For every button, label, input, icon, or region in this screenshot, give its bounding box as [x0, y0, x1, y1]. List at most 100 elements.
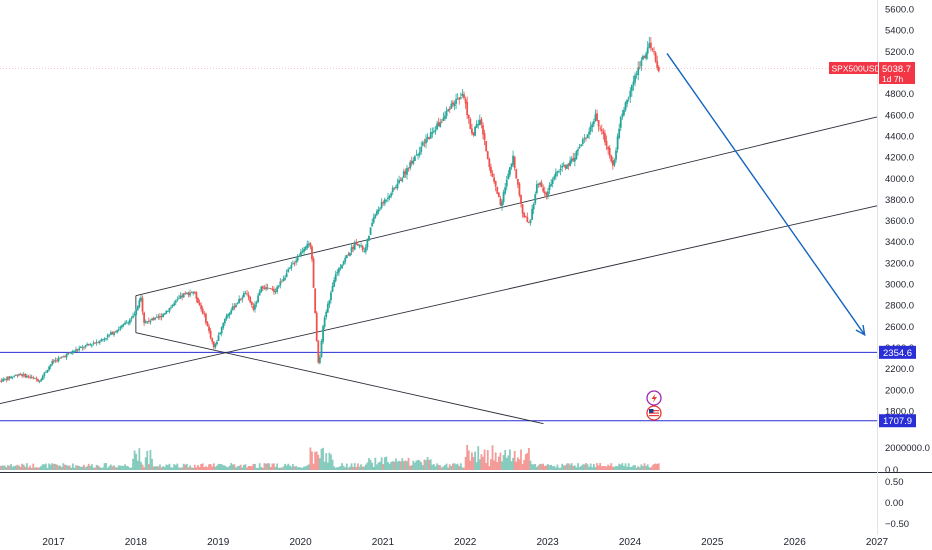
volume-bar — [102, 467, 104, 470]
volume-bar — [406, 461, 408, 470]
volume-bar — [425, 460, 427, 470]
candle-body — [83, 346, 85, 348]
candle-body — [211, 338, 214, 342]
candle-body — [209, 330, 212, 338]
volume-bar — [585, 463, 587, 470]
volume-bar — [38, 467, 41, 470]
level-tag-bg — [879, 414, 916, 428]
candle-body — [170, 306, 172, 308]
volume-bar — [328, 452, 331, 470]
candle-body — [551, 179, 554, 185]
volume-bar — [284, 463, 286, 470]
candle-body — [566, 164, 568, 169]
candle-body — [448, 108, 451, 110]
candle-body — [398, 180, 400, 184]
volume-bar — [502, 455, 505, 470]
volume-bar — [87, 463, 90, 470]
candle-body — [299, 251, 302, 256]
volume-bar — [255, 467, 258, 470]
candle-body — [409, 162, 412, 169]
volume-bar — [219, 464, 222, 470]
volume-bar — [268, 463, 271, 470]
volume-bar — [49, 464, 52, 470]
volume-bar — [429, 459, 432, 470]
candle-body — [649, 42, 652, 49]
countdown-label: 1d 7h — [882, 74, 904, 84]
candle-body — [149, 320, 152, 323]
volume-bar — [140, 461, 142, 470]
candle-body — [119, 326, 122, 329]
volume-bar — [456, 463, 459, 470]
volume-bar — [577, 463, 579, 470]
volume-bar — [315, 451, 318, 470]
volume-bar — [261, 467, 264, 470]
volume-bar — [75, 465, 77, 470]
indicator-tick-label: −0.50 — [885, 519, 909, 530]
candle-body — [377, 209, 380, 212]
volume-bar — [483, 449, 486, 470]
candle-body — [363, 250, 366, 252]
volume-bar — [29, 465, 31, 470]
candle-body — [510, 163, 513, 168]
volume-bar — [152, 466, 155, 470]
price-tick-label: 3600.0 — [885, 216, 914, 227]
candle-body — [640, 60, 643, 67]
candle-body — [147, 320, 150, 322]
volume-bar — [257, 467, 260, 470]
volume-bar — [273, 463, 275, 470]
candle-body — [577, 149, 579, 152]
candle-body — [106, 335, 109, 338]
us-economic-event-icon[interactable] — [646, 405, 662, 421]
volume-bar — [404, 460, 407, 470]
earnings-event-icon[interactable] — [646, 390, 662, 406]
volume-bar — [59, 465, 62, 470]
volume-bar — [537, 465, 540, 470]
candle-body — [589, 126, 592, 132]
candle-body — [260, 286, 263, 292]
candle-body — [318, 357, 321, 363]
volume-bar — [368, 458, 370, 470]
volume-bar — [314, 451, 317, 470]
candle-body — [2, 378, 5, 382]
volume-bar — [95, 464, 98, 470]
volume-bar — [27, 467, 30, 470]
volume-bar — [48, 463, 50, 470]
volume-bar — [554, 467, 557, 470]
volume-bar — [132, 458, 134, 470]
candle-body — [656, 60, 659, 68]
candle-body — [98, 341, 101, 344]
candle-body — [24, 374, 27, 378]
trend-lines — [0, 116, 878, 425]
candle-body — [456, 98, 459, 100]
candle-body — [648, 43, 651, 48]
candle-body — [417, 153, 419, 156]
volume-bar — [651, 465, 654, 470]
volume-bar — [106, 467, 109, 470]
candle-body — [558, 171, 560, 173]
time-tick-label: 2018 — [125, 537, 148, 548]
candle-body — [19, 373, 22, 375]
projection-arrow-head — [855, 324, 866, 337]
candle-body — [162, 314, 165, 318]
volume-bar — [600, 466, 603, 470]
volume-bar — [516, 457, 519, 470]
candle-body — [204, 313, 207, 323]
price-tick-label: 1800.0 — [885, 407, 914, 418]
candle-body — [602, 131, 605, 135]
price-tick-label: 5400.0 — [885, 26, 914, 37]
candle-body — [128, 319, 131, 324]
candle-body — [512, 155, 514, 165]
projection-arrow[interactable] — [666, 53, 866, 337]
volume-bar — [556, 464, 559, 470]
candle-body — [54, 360, 57, 362]
candle-body — [95, 342, 98, 344]
volume-bar — [553, 465, 556, 470]
volume-bar — [488, 466, 491, 470]
volume-bar — [279, 467, 282, 470]
candle-body — [290, 264, 293, 269]
candle-body — [27, 376, 30, 378]
candle-body — [380, 201, 383, 208]
price-tick-label: 2800.0 — [885, 301, 914, 312]
candle-body — [201, 308, 204, 314]
